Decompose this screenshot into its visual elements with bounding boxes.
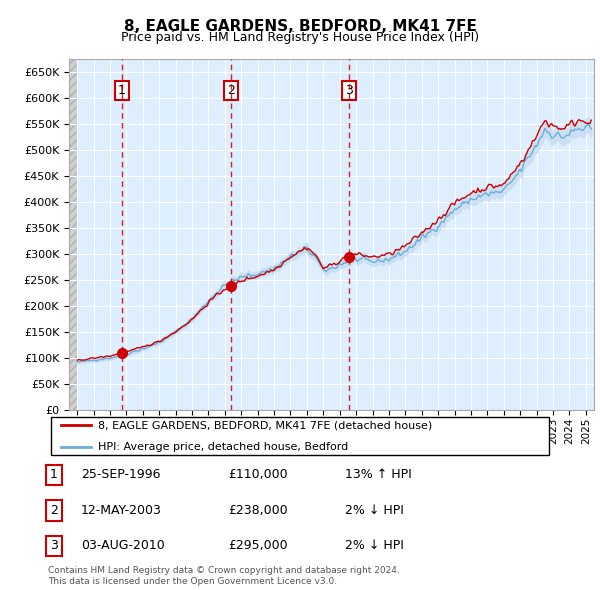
Text: 2: 2	[227, 84, 235, 97]
Text: 8, EAGLE GARDENS, BEDFORD, MK41 7FE: 8, EAGLE GARDENS, BEDFORD, MK41 7FE	[124, 19, 476, 34]
Text: 03-AUG-2010: 03-AUG-2010	[81, 539, 165, 552]
Text: Price paid vs. HM Land Registry's House Price Index (HPI): Price paid vs. HM Land Registry's House …	[121, 31, 479, 44]
Text: 3: 3	[50, 539, 58, 552]
Text: Contains HM Land Registry data © Crown copyright and database right 2024.
This d: Contains HM Land Registry data © Crown c…	[48, 566, 400, 586]
Text: 2% ↓ HPI: 2% ↓ HPI	[345, 539, 404, 552]
Text: £238,000: £238,000	[228, 504, 287, 517]
Text: 2% ↓ HPI: 2% ↓ HPI	[345, 504, 404, 517]
FancyBboxPatch shape	[50, 417, 550, 455]
Text: £295,000: £295,000	[228, 539, 287, 552]
Text: 13% ↑ HPI: 13% ↑ HPI	[345, 468, 412, 481]
Text: 12-MAY-2003: 12-MAY-2003	[81, 504, 162, 517]
Text: 8, EAGLE GARDENS, BEDFORD, MK41 7FE (detached house): 8, EAGLE GARDENS, BEDFORD, MK41 7FE (det…	[98, 421, 433, 430]
Text: 2: 2	[50, 504, 58, 517]
Text: 25-SEP-1996: 25-SEP-1996	[81, 468, 161, 481]
Text: 1: 1	[118, 84, 126, 97]
Text: £110,000: £110,000	[228, 468, 287, 481]
Text: 1: 1	[50, 468, 58, 481]
Text: HPI: Average price, detached house, Bedford: HPI: Average price, detached house, Bedf…	[98, 442, 349, 451]
Text: 3: 3	[346, 84, 353, 97]
